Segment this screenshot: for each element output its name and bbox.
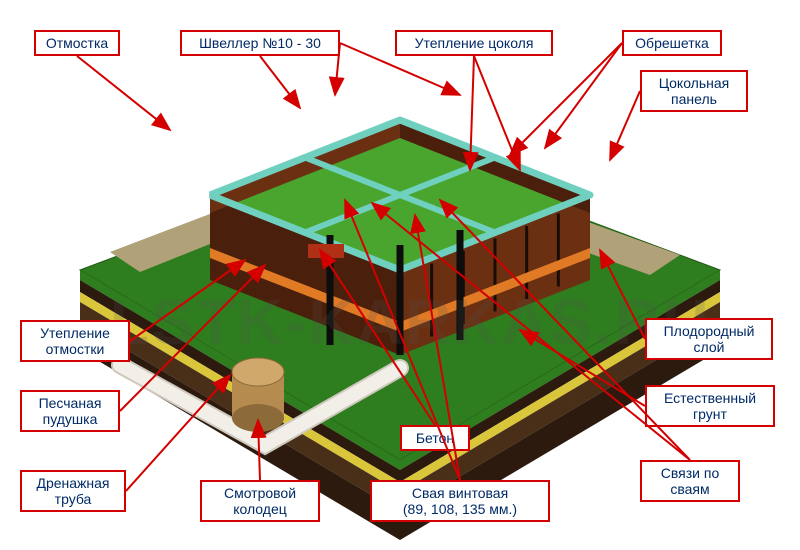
label-ties: Связи по сваям xyxy=(640,460,740,502)
label-obreshetka: Обрешетка xyxy=(622,30,722,56)
label-insul_cokol: Утепление цоколя xyxy=(395,30,553,56)
label-beton: Бетон xyxy=(400,425,470,451)
label-channel: Швеллер №10 - 30 xyxy=(180,30,340,56)
label-drain: Дренажная труба xyxy=(20,470,126,512)
diagram-stage: LSTK-KARKAS.RU ОтмосткаШвеллер №10 - 30У… xyxy=(0,0,800,550)
label-pile: Свая винтовая (89, 108, 135 мм.) xyxy=(370,480,550,522)
label-sand: Песчаная пудушка xyxy=(20,390,120,432)
label-insul_otm: Утепление отмостки xyxy=(20,320,130,362)
label-otmostka: Отмостка xyxy=(34,30,120,56)
label-well: Смотровой колодец xyxy=(200,480,320,522)
label-nat_soil: Естественный грунт xyxy=(645,385,775,427)
label-topsoil: Плодородный слой xyxy=(645,318,773,360)
label-cokol_panel: Цокольная панель xyxy=(640,70,748,112)
